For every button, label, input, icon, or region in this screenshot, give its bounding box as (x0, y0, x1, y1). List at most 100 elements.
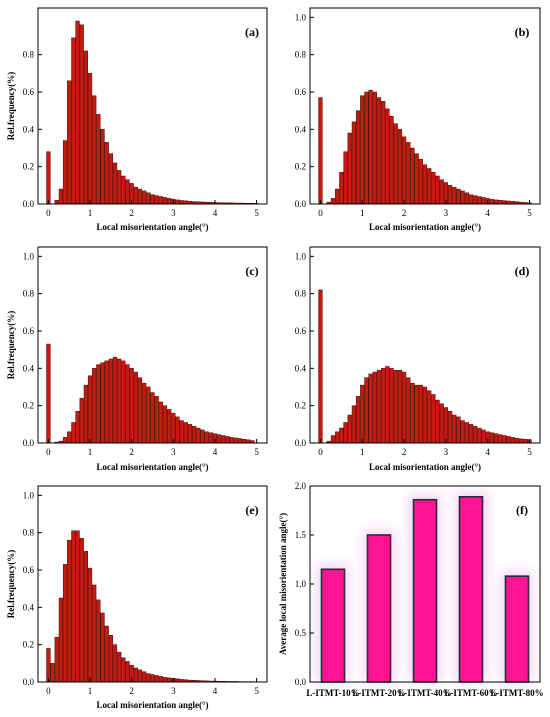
bar (364, 377, 369, 444)
bar (347, 414, 352, 444)
panel-letter: (a) (245, 25, 259, 39)
bars (318, 289, 532, 444)
bar (335, 431, 340, 444)
bar (71, 530, 76, 683)
bar (96, 114, 101, 205)
bar (125, 179, 130, 205)
bar (366, 534, 392, 683)
bar (129, 368, 134, 444)
bar (498, 200, 503, 205)
bar (514, 438, 520, 444)
bar (75, 20, 80, 205)
bar (162, 197, 168, 205)
y-tick-label: 0.8 (23, 289, 35, 299)
bar (87, 73, 93, 205)
bar (150, 674, 155, 683)
bar (355, 110, 361, 205)
y-tick-label: 0.6 (295, 326, 307, 336)
bar (458, 495, 484, 683)
bar (241, 439, 247, 444)
x-tick-label: 1 (360, 447, 365, 457)
bar (112, 162, 118, 205)
bar (117, 651, 122, 683)
bar (112, 644, 118, 683)
x-axis-title: Local misorientation angle(°) (96, 462, 208, 472)
bar (447, 411, 453, 444)
bar (137, 188, 143, 205)
bar (355, 396, 361, 444)
bar (83, 50, 89, 205)
bar (456, 416, 461, 444)
bar (75, 530, 80, 683)
y-axis-title: Rel.frequency(%) (6, 72, 16, 141)
y-tick-label: 1.0 (295, 251, 307, 261)
bar (237, 438, 243, 444)
y-axis-title: Average local misorientation angle(°) (278, 513, 288, 655)
bar (79, 24, 84, 205)
bar (372, 371, 377, 444)
x-tick-label: 5 (254, 447, 259, 457)
panel-b: 0.0 0.2 0.4 0.6 0.8 1.0 0 1 2 3 4 5 Local misorienta… (295, 7, 541, 232)
bar (117, 170, 122, 205)
y-tick-label: 0.8 (295, 289, 307, 299)
bars (46, 343, 255, 444)
bar (229, 437, 234, 444)
y-axis: 0.0 0.5 1.0 1.5 2.0 (295, 481, 314, 687)
x-tick-label: 1 (88, 686, 93, 696)
bar (414, 384, 419, 444)
bar (158, 401, 163, 444)
y-tick-label: 0.4 (23, 602, 35, 612)
bar (146, 386, 151, 444)
bar (372, 91, 377, 205)
bar (137, 377, 143, 444)
bar (439, 403, 444, 444)
x-tick-label: 2 (402, 208, 407, 218)
x-axis: 0 1 2 3 4 5 (46, 678, 259, 696)
x-tick-label: 0 (318, 208, 323, 218)
bar (187, 424, 193, 444)
plot-frame (37, 246, 268, 444)
bar (92, 584, 97, 683)
x-tick-label: 1 (88, 447, 93, 457)
bar (464, 422, 469, 444)
bar (133, 186, 138, 205)
y-tick-label: 0.4 (23, 363, 35, 373)
y-tick-label: 2.0 (295, 481, 307, 491)
y-tick-label: 0.2 (23, 162, 34, 172)
bar (150, 392, 155, 444)
bars (316, 491, 534, 683)
bar (175, 199, 180, 205)
x-axis: 0 1 2 3 4 5 (46, 439, 259, 457)
bar (162, 405, 168, 444)
y-tick-label: 0.8 (23, 528, 35, 538)
bar (401, 371, 407, 444)
bar (339, 427, 344, 444)
plot-frame (309, 246, 541, 444)
bar (121, 360, 126, 444)
bar (393, 369, 398, 444)
x-category-label: L-ITMT-10% (306, 688, 359, 698)
y-tick-label: 0.8 (295, 50, 307, 60)
bar (347, 132, 352, 205)
bar (481, 429, 486, 444)
x-tick-label: 0 (46, 208, 51, 218)
panel-a: 0.0 0.2 0.4 0.6 0.8 0 1 2 3 4 5 Local misorientatio… (6, 7, 268, 232)
bar (125, 364, 130, 444)
y-axis: 0.0 0.2 0.4 0.6 0.8 1.0 (23, 490, 42, 687)
bar (183, 422, 188, 444)
y-axis-title: Rel.frequency(%) (6, 311, 16, 380)
bar (435, 399, 440, 444)
bar (431, 394, 436, 444)
bar (179, 420, 184, 444)
y-tick-label: 1.0 (295, 12, 307, 22)
bar (92, 368, 97, 444)
bar (385, 366, 390, 444)
bar (493, 433, 499, 444)
x-tick-label: 3 (444, 447, 449, 457)
bar (422, 386, 428, 444)
bar (137, 669, 143, 683)
bar (58, 188, 64, 205)
bar (133, 667, 138, 683)
x-tick-label: 5 (527, 208, 532, 218)
bar (498, 434, 503, 444)
